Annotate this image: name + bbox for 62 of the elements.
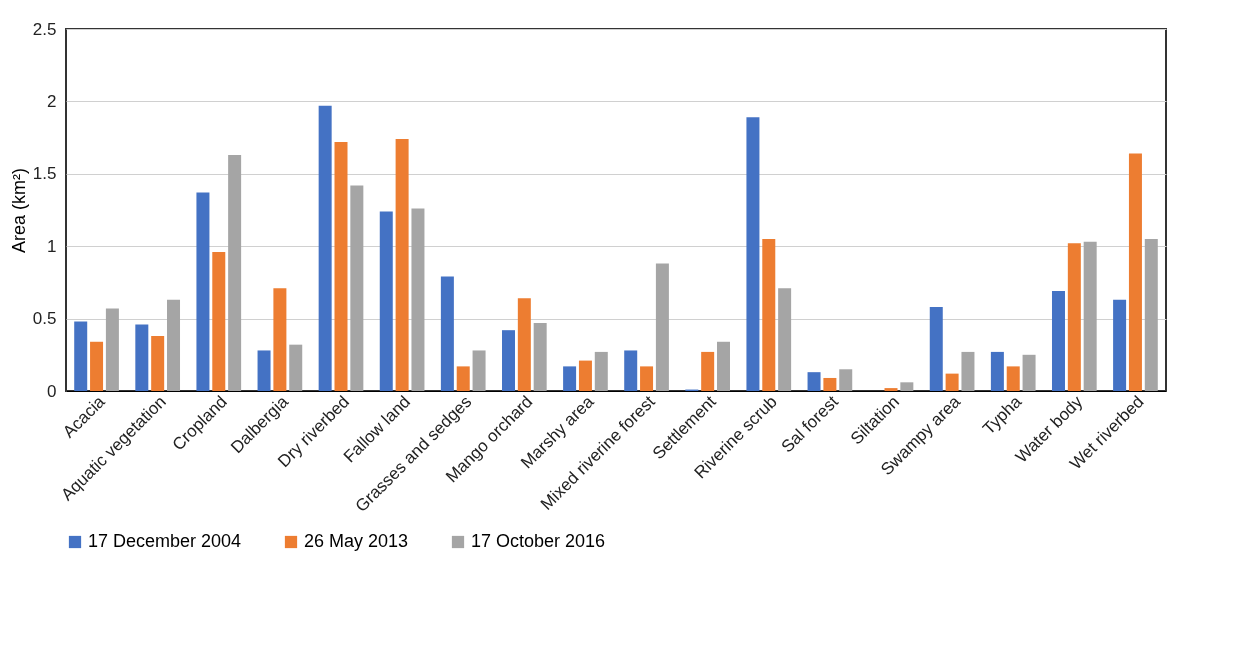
bar — [90, 341, 104, 391]
bar — [74, 321, 88, 391]
bar — [578, 360, 592, 391]
y-tick-label: 2 — [47, 91, 57, 111]
bar — [350, 185, 364, 391]
bar — [411, 208, 425, 391]
bar — [151, 335, 165, 391]
legend-label: 17 December 2004 — [88, 531, 242, 551]
bar — [273, 288, 287, 391]
bar — [334, 141, 348, 391]
bar — [701, 351, 715, 391]
bar — [945, 373, 959, 391]
y-tick-label: 2.5 — [32, 19, 57, 39]
bar — [1051, 291, 1065, 391]
bar — [990, 351, 1004, 391]
bar — [1128, 153, 1142, 391]
bar — [884, 388, 898, 391]
bar — [289, 344, 303, 391]
bar — [228, 154, 242, 391]
bar — [563, 366, 577, 391]
bar — [929, 307, 943, 391]
bar — [900, 382, 914, 391]
bar — [746, 117, 760, 391]
bar — [395, 139, 409, 391]
y-tick-label: 1 — [47, 236, 57, 256]
bar — [594, 351, 608, 391]
y-tick-label: 1.5 — [32, 164, 57, 184]
bar — [257, 350, 271, 391]
bar — [1113, 299, 1127, 391]
bar — [762, 238, 776, 391]
bar — [318, 105, 332, 391]
bar — [655, 263, 669, 391]
bar — [472, 350, 486, 391]
bar — [839, 369, 853, 391]
bar — [1022, 354, 1036, 391]
bar — [717, 341, 731, 391]
bar — [1144, 238, 1158, 391]
bar — [196, 192, 210, 391]
bar — [135, 324, 149, 391]
bar — [778, 288, 792, 391]
bar — [1067, 243, 1081, 391]
bar — [1083, 241, 1097, 391]
legend-label: 17 October 2016 — [471, 531, 606, 551]
bar — [517, 298, 531, 391]
y-axis-title: Area (km²) — [8, 168, 29, 253]
bar — [1006, 366, 1020, 391]
bar — [379, 211, 393, 391]
bar — [212, 251, 226, 391]
bar — [501, 330, 515, 391]
bar — [167, 299, 181, 391]
bar — [807, 372, 821, 391]
bar — [440, 276, 454, 391]
bar — [105, 308, 119, 391]
bar — [533, 322, 547, 391]
bar — [456, 366, 470, 391]
bar — [961, 351, 975, 391]
bar — [823, 377, 837, 391]
bar — [624, 350, 638, 391]
bar — [640, 366, 654, 391]
y-tick-label: 0.5 — [32, 309, 57, 329]
y-tick-label: 0 — [47, 381, 57, 401]
legend-label: 26 May 2013 — [304, 531, 409, 551]
